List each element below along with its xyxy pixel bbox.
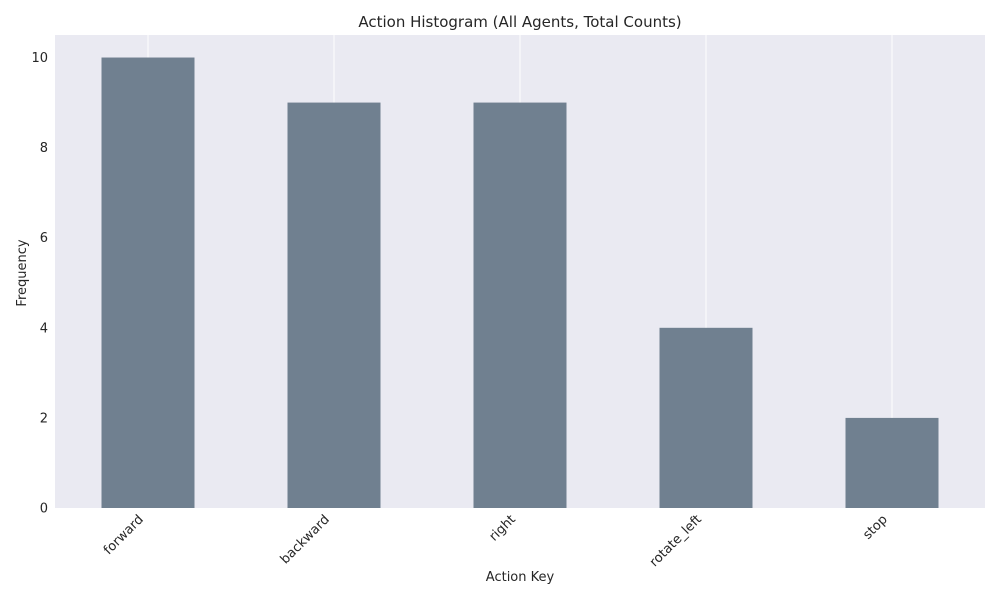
y-tick-label: 2 — [40, 411, 48, 426]
bar-backward — [287, 102, 381, 509]
x-tick-label-right: right — [487, 512, 519, 544]
y-tick-label: 4 — [40, 321, 48, 336]
x-axis-label: Action Key — [486, 570, 555, 585]
bars — [101, 57, 939, 509]
bar-stop — [845, 417, 939, 508]
y-axis-label: Frequency — [15, 239, 30, 306]
x-tick-label-forward: forward — [101, 512, 147, 558]
y-tick-label: 0 — [40, 502, 48, 517]
y-axis-ticks: 0 2 4 6 8 10 — [31, 51, 48, 516]
y-tick-label: 6 — [40, 231, 48, 246]
x-tick-label-backward: backward — [278, 512, 333, 567]
chart-title: Action Histogram (All Agents, Total Coun… — [358, 13, 681, 31]
y-tick-label: 10 — [31, 51, 48, 66]
y-tick-label: 8 — [40, 141, 48, 156]
bar-forward — [101, 57, 195, 509]
bar-right — [473, 102, 567, 509]
x-axis-ticks: forward backward right rotate_left stop — [101, 512, 891, 570]
bar-rotate_left — [659, 327, 753, 508]
x-tick-label-rotate_left: rotate_left — [647, 512, 705, 570]
x-tick-label-stop: stop — [860, 512, 890, 542]
